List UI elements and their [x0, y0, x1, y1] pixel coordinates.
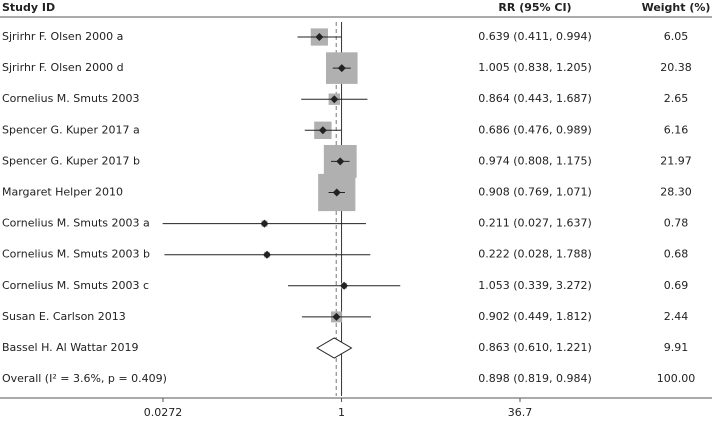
study-name: Sjrirhr F. Olsen 2000 d [2, 61, 124, 74]
point-estimate [262, 250, 271, 259]
weight-label: 0.78 [664, 217, 689, 230]
study-name: Bassel H. Al Wattar 2019 [2, 341, 139, 354]
weight-label: 0.68 [664, 248, 689, 261]
ci-label: 0.222 (0.028, 1.788) [478, 248, 592, 261]
ci-label: 1.053 (0.339, 3.272) [478, 279, 592, 292]
point-estimate [332, 312, 341, 321]
weight-label: 2.65 [664, 92, 689, 105]
study-name: Cornelius M. Smuts 2003 b [2, 248, 150, 261]
ci-label: 0.908 (0.769, 1.071) [478, 186, 592, 199]
weight-label: 6.16 [664, 123, 689, 136]
point-estimate [336, 157, 345, 166]
ci-label: 0.686 (0.476, 0.989) [478, 123, 592, 136]
study-name: Sjrirhr F. Olsen 2000 a [2, 30, 123, 43]
study-name: Spencer G. Kuper 2017 b [2, 154, 140, 167]
point-estimate [330, 95, 339, 104]
study-name: Cornelius M. Smuts 2003 a [2, 217, 150, 230]
point-estimate [260, 219, 269, 228]
pooled-diamond [316, 337, 353, 359]
ci-label: 0.863 (0.610, 1.221) [478, 341, 592, 354]
study-name: Spencer G. Kuper 2017 a [2, 123, 140, 136]
point-estimate [340, 281, 349, 290]
header-weight: Weight (%) [642, 1, 711, 14]
weight-label: 21.97 [660, 154, 692, 167]
header-ci: RR (95% CI) [498, 1, 571, 14]
ci-label: 0.898 (0.819, 0.984) [478, 372, 592, 385]
point-estimate [318, 126, 327, 135]
weight-label: 6.05 [664, 30, 689, 43]
ci-label: 1.005 (0.838, 1.205) [478, 61, 592, 74]
study-name: Cornelius M. Smuts 2003 [2, 92, 139, 105]
x-tick-label: 1 [338, 406, 345, 419]
study-name: Margaret Helper 2010 [2, 186, 123, 199]
study-name: Overall (I² = 3.6%, p = 0.409) [2, 372, 167, 385]
weight-label: 0.69 [664, 279, 689, 292]
point-estimate [337, 64, 346, 73]
weight-label: 9.91 [664, 341, 689, 354]
study-name: Susan E. Carlson 2013 [2, 310, 126, 323]
ci-label: 0.974 (0.808, 1.175) [478, 154, 592, 167]
ci-label: 0.864 (0.443, 1.687) [478, 92, 592, 105]
point-estimate [332, 188, 341, 197]
x-tick-label: 36.7 [508, 406, 533, 419]
x-tick-label: 0.0272 [144, 406, 183, 419]
weight-label: 100.00 [657, 372, 696, 385]
ci-label: 0.211 (0.027, 1.637) [478, 217, 592, 230]
weight-label: 2.44 [664, 310, 689, 323]
weight-label: 20.38 [660, 61, 692, 74]
header-study: Study ID [2, 1, 55, 14]
ci-label: 0.902 (0.449, 1.812) [478, 310, 592, 323]
weight-label: 28.30 [660, 186, 692, 199]
study-name: Cornelius M. Smuts 2003 c [2, 279, 149, 292]
ci-label: 0.639 (0.411, 0.994) [478, 30, 592, 43]
point-estimate [315, 33, 324, 41]
